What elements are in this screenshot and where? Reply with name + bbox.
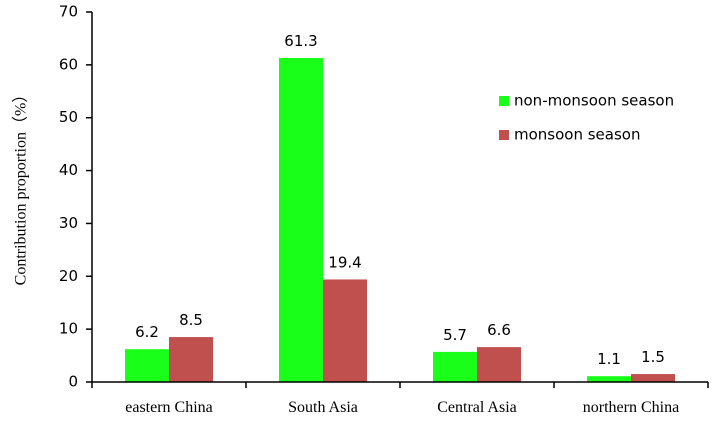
y-tick-label: 20 [59, 267, 78, 285]
x-tick-label: Central Asia [437, 399, 517, 416]
bars-group [125, 57, 675, 382]
legend-swatch [499, 130, 509, 140]
legend-label: non-monsoon season [514, 92, 674, 110]
y-tick-label: 50 [59, 108, 78, 126]
bar [631, 374, 675, 382]
x-tick-label: South Asia [288, 399, 358, 416]
data-label: 61.3 [284, 32, 317, 50]
data-label: 6.2 [135, 323, 159, 341]
y-tick-label: 0 [68, 373, 78, 391]
x-tick-label: eastern China [125, 399, 213, 416]
bar [125, 349, 169, 382]
bar [279, 57, 323, 382]
x-ticks-group: eastern China South Asia Central Asia north… [91, 382, 709, 416]
y-tick-label: 40 [59, 161, 78, 179]
data-label: 6.6 [487, 321, 511, 339]
y-tick-label: 70 [59, 3, 78, 21]
y-tick-label: 60 [59, 55, 78, 73]
y-axis-label: Contribution proportion（%） [12, 87, 30, 286]
bar [587, 376, 631, 382]
legend: non-monsoon season monsoon season [499, 92, 674, 144]
y-tick-label: 10 [59, 320, 78, 338]
y-tick-label: 30 [59, 214, 78, 232]
bar [433, 351, 477, 382]
data-label: 8.5 [179, 311, 203, 329]
bar [323, 279, 367, 382]
legend-swatch [499, 96, 509, 106]
data-label: 1.1 [597, 350, 621, 368]
legend-label: monsoon season [514, 126, 640, 144]
x-tick-label: northern China [583, 399, 679, 416]
data-label: 19.4 [328, 253, 361, 271]
data-labels-group: 6.2 61.3 5.7 1.1 8.5 19.4 6.6 1.5 [135, 32, 665, 368]
data-label: 5.7 [443, 326, 467, 344]
y-ticks-group: 0 10 20 30 40 50 60 70 [59, 3, 92, 391]
bar [477, 347, 521, 382]
bar [169, 337, 213, 382]
data-label: 1.5 [641, 348, 665, 366]
